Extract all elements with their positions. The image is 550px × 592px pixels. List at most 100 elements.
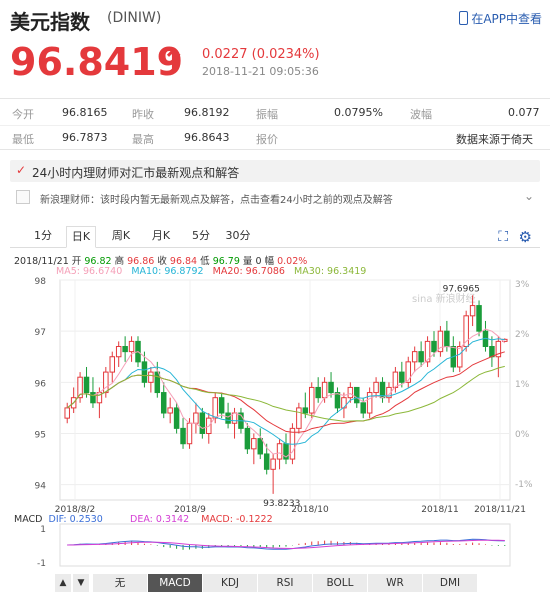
arrow-up-icon: ↑ [161, 44, 187, 79]
avatar [16, 190, 30, 204]
candle-body [186, 422, 193, 445]
candle-body [122, 346, 128, 353]
header: 美元指数 (DINIW) 在APP中查看 [0, 0, 550, 36]
watermark: sina 新浪财经 [412, 292, 476, 305]
tab-indicator-boll[interactable]: BOLL [313, 574, 368, 592]
tab-daily-k[interactable]: 日K [66, 226, 96, 248]
chevron-down-icon[interactable]: ⌄ [523, 189, 534, 203]
range-value: 0.077 [508, 106, 540, 119]
advisor-news-item[interactable]: 新浪理财师：该时段内暂无最新观点及解答，点击查看24小时之前的观点及解答 ⌄ [14, 189, 536, 207]
candle-body [141, 361, 148, 383]
ma-line [66, 351, 505, 433]
candle-body [437, 330, 444, 353]
advisor-news-bar[interactable]: ✓ 24小时内理财师对汇市最新观点和解答 [10, 160, 540, 182]
prev-indicator-button[interactable]: ▲ [55, 574, 71, 592]
ma30-label: MA30: 96.3419 [294, 266, 367, 277]
y-tick-label: 95 [35, 430, 46, 440]
candle-body [109, 356, 116, 373]
ma-line [66, 328, 506, 458]
tab-indicator-macd[interactable]: MACD [148, 574, 203, 592]
tab-indicator-wr[interactable]: WR [368, 574, 423, 592]
tab-indicator-rsi[interactable]: RSI [258, 574, 313, 592]
high-value: 96.8643 [184, 131, 230, 144]
ma-legend: MA5: 96.6740 MA10: 96.8792 MA20: 96.7086… [56, 266, 366, 277]
open-value: 96.8165 [62, 106, 108, 119]
candle-body [128, 340, 135, 353]
y-tick-label: 94 [35, 482, 47, 492]
ohlc-low: 96.79 [212, 256, 240, 267]
candle-body [199, 412, 206, 434]
candle-body [225, 412, 231, 424]
tab-indicator-none[interactable]: 无 [93, 574, 148, 592]
x-tick-label: 2018/9 [174, 505, 206, 515]
ma-line [66, 365, 505, 422]
tab-1min[interactable]: 1分 [34, 229, 52, 242]
y-tick-label: 98 [35, 277, 47, 287]
candle-body [154, 371, 161, 394]
candle-body [77, 376, 83, 399]
prev-close-value: 96.8192 [184, 106, 230, 119]
open-in-app-link[interactable]: 在APP中查看 [459, 10, 542, 27]
low-value: 96.7873 [62, 131, 108, 144]
x-tick-label: 2018/11/21 [474, 505, 526, 515]
quote-source-value: 数据来源于倚天 [456, 133, 533, 146]
tab-30min[interactable]: 30分 [225, 229, 251, 242]
candle-body [334, 392, 341, 409]
candle-body [257, 438, 264, 455]
right-tick-label: 3% [515, 280, 530, 290]
quote-source-label: 报价 [256, 133, 278, 146]
tab-weekly-k[interactable]: 周K [111, 229, 131, 242]
tab-5min[interactable]: 5分 [192, 229, 210, 242]
fullscreen-icon[interactable]: ⛶ [498, 229, 508, 245]
macd-dea-line [67, 539, 505, 550]
check-icon: ✓ [16, 163, 27, 177]
x-tick-label: 2018/8/2 [55, 505, 95, 515]
low-label: 低 [200, 256, 210, 267]
candle-body [115, 346, 122, 358]
candle-body [218, 397, 225, 414]
x-tick-label: 2018/11 [421, 505, 458, 515]
candle-body [276, 443, 283, 460]
candle-body [476, 305, 482, 332]
candle-body [90, 392, 96, 404]
high-label: 最高 [132, 133, 154, 146]
low-label: 最低 [12, 133, 34, 146]
x-tick-label: 2018/10 [291, 505, 329, 515]
ma10-label: MA10: 96.8792 [131, 266, 204, 277]
candle-body [495, 340, 502, 358]
macd-tick-label: 1 [40, 525, 46, 535]
candle-body [489, 346, 495, 358]
candle-body [405, 361, 412, 383]
candle-body [392, 371, 399, 388]
tab-indicator-dmi[interactable]: DMI [423, 574, 478, 592]
candle-body [424, 340, 431, 363]
candle-body [103, 371, 109, 394]
stats-row: 今开 96.8165 昨收 96.8192 振幅 0.0795% 波幅 0.07… [0, 101, 550, 126]
amplitude-label: 振幅 [256, 108, 278, 121]
amplitude-label: 幅 [264, 256, 275, 267]
right-tick-label: 2% [515, 330, 530, 340]
candle-body [251, 438, 257, 450]
period-tabs: 1分 日K 周K 月K 5分 30分 ⛶ ⚙ [10, 226, 540, 248]
tab-monthly-k[interactable]: 月K [151, 229, 171, 242]
ma5-label: MA5: 96.6740 [56, 266, 123, 277]
candle-body [193, 412, 199, 424]
next-indicator-button[interactable]: ▼ [73, 574, 89, 592]
candle-body [270, 458, 276, 470]
y-tick-label: 96 [35, 379, 47, 389]
gear-icon[interactable]: ⚙ [518, 228, 532, 246]
candle-body [148, 371, 154, 383]
tab-indicator-kdj[interactable]: KDJ [203, 574, 258, 592]
candle-body [444, 330, 450, 348]
right-tick-label: 0% [515, 430, 530, 440]
candle-body [347, 386, 354, 399]
candle-body [308, 386, 315, 414]
ohlc-amplitude: 0.02% [277, 256, 308, 267]
right-tick-label: 1% [515, 380, 530, 390]
macd-tick-label: -1 [37, 559, 46, 569]
candle-body [321, 381, 328, 399]
amplitude-value: 0.0795% [334, 106, 383, 119]
macd-dif: DIF: 0.2530 [48, 514, 103, 525]
prev-close-label: 昨收 [132, 108, 154, 121]
